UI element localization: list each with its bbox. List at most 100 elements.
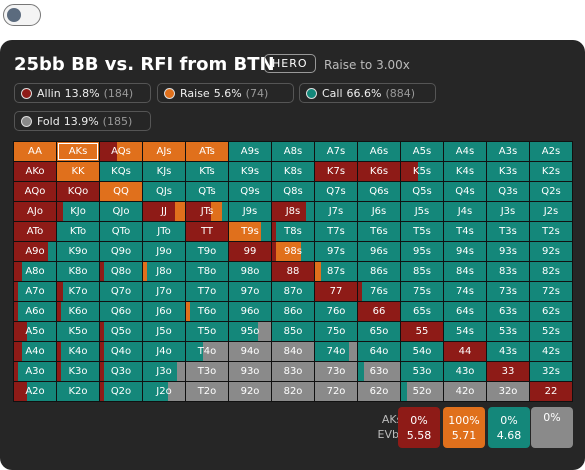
hand-cell[interactable]: A4o <box>14 342 56 361</box>
hand-cell[interactable]: 92o <box>229 382 271 401</box>
hand-cell[interactable]: J2s <box>530 202 572 221</box>
hand-cell[interactable]: T8s <box>272 222 314 241</box>
hand-cell[interactable]: KJs <box>143 162 185 181</box>
legend-button[interactable]: Raise 5.6% (74) <box>157 83 294 103</box>
hand-cell[interactable]: 76o <box>315 302 357 321</box>
hand-cell[interactable]: A9s <box>229 142 271 161</box>
legend-button[interactable]: Call 66.6% (884) <box>299 83 436 103</box>
hand-cell[interactable]: JTo <box>143 222 185 241</box>
hand-cell[interactable]: 84o <box>272 342 314 361</box>
hand-cell[interactable]: 65o <box>358 322 400 341</box>
hand-cell[interactable]: 32s <box>530 362 572 381</box>
hand-cell[interactable]: A7s <box>315 142 357 161</box>
hand-cell[interactable]: A8o <box>14 262 56 281</box>
hand-cell[interactable]: 73s <box>487 282 529 301</box>
hand-cell[interactable]: T5s <box>401 222 443 241</box>
hand-cell[interactable]: Q2o <box>100 382 142 401</box>
hand-cell[interactable]: T3o <box>186 362 228 381</box>
hand-cell[interactable]: J6o <box>143 302 185 321</box>
hand-cell[interactable]: 54o <box>401 342 443 361</box>
hand-cell[interactable]: Q2s <box>530 182 572 201</box>
hand-cell[interactable]: A5o <box>14 322 56 341</box>
hand-cell[interactable]: J7s <box>315 202 357 221</box>
hand-cell[interactable]: K8o <box>57 262 99 281</box>
hand-cell[interactable]: 72s <box>530 282 572 301</box>
hand-cell[interactable]: 87s <box>315 262 357 281</box>
hand-cell[interactable]: 95o <box>229 322 271 341</box>
hand-cell[interactable]: A6s <box>358 142 400 161</box>
hand-cell[interactable]: 94s <box>444 242 486 261</box>
hand-cell[interactable]: 75o <box>315 322 357 341</box>
hand-cell[interactable]: Q9s <box>229 182 271 201</box>
hand-cell[interactable]: 94o <box>229 342 271 361</box>
hand-cell[interactable]: T2s <box>530 222 572 241</box>
hand-cell[interactable]: J3s <box>487 202 529 221</box>
hand-cell[interactable]: 96o <box>229 302 271 321</box>
hand-cell[interactable]: A6o <box>14 302 56 321</box>
hand-cell[interactable]: 66 <box>358 302 400 321</box>
hand-cell[interactable]: T5o <box>186 322 228 341</box>
hand-cell[interactable]: J8o <box>143 262 185 281</box>
hand-cell[interactable]: T2o <box>186 382 228 401</box>
toggle[interactable] <box>3 4 41 26</box>
hand-cell[interactable]: KQo <box>57 182 99 201</box>
hand-cell[interactable]: 93o <box>229 362 271 381</box>
hand-cell[interactable]: AKo <box>14 162 56 181</box>
legend-button[interactable]: Fold 13.9% (185) <box>14 111 151 131</box>
hand-cell[interactable]: J9o <box>143 242 185 261</box>
hand-cell[interactable]: 85s <box>401 262 443 281</box>
hand-cell[interactable]: 97o <box>229 282 271 301</box>
hand-cell[interactable]: 22 <box>530 382 572 401</box>
hand-cell[interactable]: J4o <box>143 342 185 361</box>
hand-cell[interactable]: K4s <box>444 162 486 181</box>
hand-cell[interactable]: 32o <box>487 382 529 401</box>
hand-cell[interactable]: Q9o <box>100 242 142 261</box>
hand-cell[interactable]: 42s <box>530 342 572 361</box>
hand-cell[interactable]: T8o <box>186 262 228 281</box>
hand-cell[interactable]: JJ <box>143 202 185 221</box>
hand-cell[interactable]: TT <box>186 222 228 241</box>
hand-cell[interactable]: QJs <box>143 182 185 201</box>
hand-cell[interactable]: Q8s <box>272 182 314 201</box>
hand-cell[interactable]: K5o <box>57 322 99 341</box>
hand-cell[interactable]: T4o <box>186 342 228 361</box>
hand-cell[interactable]: ATs <box>186 142 228 161</box>
hand-cell[interactable]: 87o <box>272 282 314 301</box>
hand-cell[interactable]: 82o <box>272 382 314 401</box>
hand-cell[interactable]: Q6s <box>358 182 400 201</box>
hand-cell[interactable]: T6s <box>358 222 400 241</box>
hand-cell[interactable]: K7o <box>57 282 99 301</box>
hand-cell[interactable]: 76s <box>358 282 400 301</box>
hand-cell[interactable]: KTs <box>186 162 228 181</box>
hand-cell[interactable]: A9o <box>14 242 56 261</box>
hand-cell[interactable]: KK <box>57 162 99 181</box>
hand-cell[interactable]: A8s <box>272 142 314 161</box>
hand-cell[interactable]: J6s <box>358 202 400 221</box>
hand-cell[interactable]: KQs <box>100 162 142 181</box>
hand-cell[interactable]: AQo <box>14 182 56 201</box>
hand-cell[interactable]: T7s <box>315 222 357 241</box>
hand-cell[interactable]: 44 <box>444 342 486 361</box>
hand-cell[interactable]: J9s <box>229 202 271 221</box>
hand-cell[interactable]: Q7s <box>315 182 357 201</box>
hand-cell[interactable]: 43s <box>487 342 529 361</box>
hand-cell[interactable]: Q4s <box>444 182 486 201</box>
hand-cell[interactable]: 52s <box>530 322 572 341</box>
hand-cell[interactable]: 99 <box>229 242 271 261</box>
hand-cell[interactable]: T6o <box>186 302 228 321</box>
hand-cell[interactable]: J2o <box>143 382 185 401</box>
hand-cell[interactable]: Q7o <box>100 282 142 301</box>
hand-cell[interactable]: K5s <box>401 162 443 181</box>
hand-cell[interactable]: 54s <box>444 322 486 341</box>
hand-cell[interactable]: QQ <box>100 182 142 201</box>
legend-button[interactable]: Allin 13.8% (184) <box>14 83 151 103</box>
hand-cell[interactable]: T3s <box>487 222 529 241</box>
hand-cell[interactable]: A3s <box>487 142 529 161</box>
hand-cell[interactable]: 42o <box>444 382 486 401</box>
hand-cell[interactable]: KTo <box>57 222 99 241</box>
hand-cell[interactable]: A4s <box>444 142 486 161</box>
hand-cell[interactable]: Q5o <box>100 322 142 341</box>
hand-cell[interactable]: T9o <box>186 242 228 261</box>
hand-cell[interactable]: 98s <box>272 242 314 261</box>
hand-cell[interactable]: 86o <box>272 302 314 321</box>
